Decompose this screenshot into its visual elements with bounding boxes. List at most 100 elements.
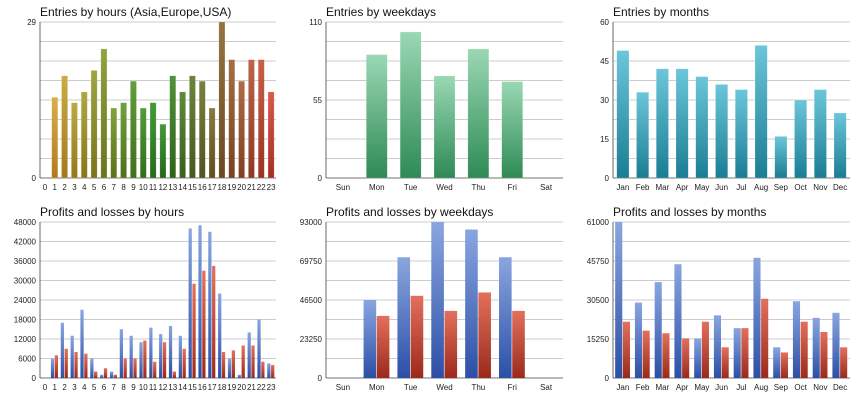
profit-bar-20 bbox=[237, 374, 241, 378]
x-tick-label: 5 bbox=[92, 183, 97, 192]
x-tick-label: 9 bbox=[131, 183, 136, 192]
y-tick-label: 30 bbox=[600, 96, 609, 105]
profit-bar-17 bbox=[208, 231, 212, 378]
y-tick-label: 12000 bbox=[14, 335, 37, 344]
x-tick-label: 18 bbox=[217, 183, 226, 192]
x-tick-label: Apr bbox=[676, 183, 689, 192]
profit-bar-Jan bbox=[615, 222, 623, 378]
loss-bar-16 bbox=[202, 270, 206, 378]
loss-bar-Jul bbox=[741, 328, 749, 378]
profit-bar-Jun bbox=[713, 315, 722, 378]
x-tick-label: 16 bbox=[198, 383, 207, 392]
profit-bar-23 bbox=[267, 363, 271, 378]
y-tick-label: 61000 bbox=[587, 218, 610, 227]
profits-losses-by-hours-chart: 0 6000 12000 18000 24000 30000 36000 42000 48000… bbox=[14, 205, 276, 392]
bar-5 bbox=[90, 70, 98, 179]
y-tick-label: 29 bbox=[27, 18, 36, 27]
x-tick-label: Nov bbox=[813, 183, 827, 192]
profit-bar-Sep bbox=[773, 347, 781, 378]
y-tick-label: 0 bbox=[605, 374, 610, 383]
x-tick-label: Jan bbox=[616, 183, 629, 192]
bar-Dec bbox=[833, 112, 847, 179]
x-tick-label: 10 bbox=[139, 383, 148, 392]
bar-22 bbox=[257, 59, 265, 179]
bar-17 bbox=[208, 107, 216, 179]
profit-bar-Mon bbox=[363, 300, 377, 378]
x-tick-label: 22 bbox=[257, 183, 266, 192]
loss-bar-5 bbox=[94, 371, 98, 378]
y-tick-label: 23250 bbox=[300, 335, 323, 344]
x-tick-label: Tue bbox=[404, 183, 418, 192]
loss-bar-Fri bbox=[512, 310, 525, 378]
x-tick-label: 23 bbox=[267, 183, 276, 192]
x-tick-label: Oct bbox=[794, 183, 807, 192]
loss-bar-Wed bbox=[444, 310, 458, 378]
loss-bar-Jun bbox=[721, 347, 729, 378]
profit-bar-Fri bbox=[499, 257, 512, 378]
bar-13 bbox=[169, 75, 177, 179]
x-tick-label: Sun bbox=[336, 383, 350, 392]
bar-11 bbox=[149, 102, 157, 179]
bar-Feb bbox=[636, 91, 649, 179]
profit-bar-7 bbox=[109, 371, 114, 378]
x-tick-label: Jan bbox=[616, 383, 629, 392]
profit-bar-6 bbox=[100, 374, 104, 378]
x-tick-label: 17 bbox=[208, 383, 217, 392]
x-tick-label: 12 bbox=[158, 383, 167, 392]
entries-by-hours-panel: 0 29 0 1 2 3 4 5 6 7 8 9 10 11 12 13 14 15 16 17 18 19 20 21 22 2… bbox=[0, 0, 286, 200]
chart-title: Entries by hours (Asia,Europe,USA) bbox=[40, 5, 231, 19]
bar-15 bbox=[189, 75, 196, 179]
y-tick-label: 45750 bbox=[587, 257, 610, 266]
x-tick-label: 7 bbox=[112, 183, 117, 192]
x-tick-label: 7 bbox=[112, 383, 117, 392]
entries-by-weekdays-panel: 0 55 110 Sun Mon Tue Wed Thu Fri Sat Entries by we… bbox=[286, 0, 573, 200]
entries-by-months-panel: 0 15 30 45 60 Jan Feb Mar Apr May Jun Jul Aug Sep Oct N… bbox=[573, 0, 860, 200]
profit-bar-Apr bbox=[674, 264, 682, 378]
bar-18 bbox=[218, 21, 226, 179]
x-tick-label: 20 bbox=[237, 383, 246, 392]
profit-bar-15 bbox=[188, 228, 192, 378]
x-tick-label: 4 bbox=[82, 183, 87, 192]
chart-title: Profits and losses by hours bbox=[40, 205, 184, 219]
profit-bar-19 bbox=[227, 358, 232, 378]
x-tick-label: Mon bbox=[369, 183, 385, 192]
bar-4 bbox=[80, 91, 88, 179]
profits-losses-by-months-chart: 0 15250 30500 45750 61000 Jan Feb Mar Apr May Jun J… bbox=[587, 205, 850, 392]
x-tick-label: 11 bbox=[149, 383, 158, 392]
bar-Jan bbox=[616, 50, 630, 179]
x-tick-label: Mar bbox=[655, 383, 669, 392]
y-tick-label: 110 bbox=[309, 18, 322, 27]
profit-bar-11 bbox=[149, 327, 153, 378]
loss-bar-9 bbox=[133, 358, 137, 378]
bar-3 bbox=[71, 102, 78, 179]
x-tick-label: 0 bbox=[43, 383, 48, 392]
bar-19 bbox=[228, 59, 236, 179]
profit-bar-2 bbox=[60, 322, 64, 378]
x-tick-label: Jul bbox=[736, 383, 746, 392]
profit-bar-22 bbox=[257, 319, 261, 378]
y-tick-label: 15 bbox=[600, 135, 609, 144]
x-tick-label: 5 bbox=[92, 383, 97, 392]
y-tick-label: 0 bbox=[32, 174, 37, 183]
loss-bar-Mar bbox=[662, 333, 670, 378]
bar-Thu bbox=[467, 48, 490, 179]
x-tick-label: 2 bbox=[62, 383, 67, 392]
profit-bar-Dec bbox=[832, 312, 840, 378]
loss-bar-Jan bbox=[622, 321, 630, 378]
bar-20 bbox=[238, 80, 245, 179]
chart-title: Entries by weekdays bbox=[326, 5, 436, 19]
loss-bar-10 bbox=[143, 340, 147, 378]
bar-May bbox=[695, 76, 709, 179]
profit-bar-Thu bbox=[465, 229, 478, 378]
profit-bar-Wed bbox=[431, 222, 444, 378]
bar-10 bbox=[139, 107, 147, 179]
x-tick-label: Sun bbox=[336, 183, 350, 192]
y-tick-label: 6000 bbox=[18, 355, 36, 364]
x-tick-label: 1 bbox=[53, 383, 58, 392]
loss-bar-20 bbox=[241, 345, 245, 378]
x-tick-label: Feb bbox=[636, 383, 650, 392]
bar-Wed bbox=[433, 75, 456, 179]
profit-bar-9 bbox=[129, 335, 133, 378]
x-tick-label: Tue bbox=[404, 383, 418, 392]
